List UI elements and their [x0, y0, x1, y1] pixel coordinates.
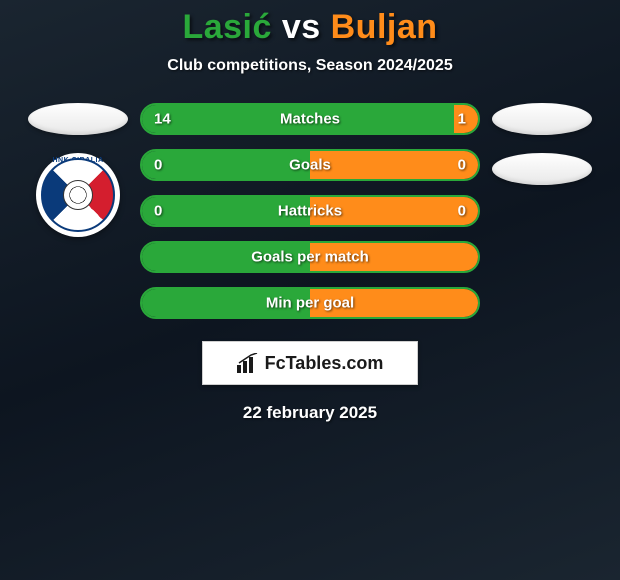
bar-value-right: 0	[458, 157, 466, 174]
title: Lasić vs Buljan	[0, 8, 620, 47]
bar-row: Goals per match	[140, 241, 480, 273]
right-side	[492, 103, 592, 185]
comparison-bars: Matches141Goals00Hattricks00Goals per ma…	[140, 103, 480, 319]
club-badge-graphic	[41, 158, 115, 232]
player1-club-badge: HNK CIBALIA	[36, 153, 120, 237]
bar-label: Hattricks	[142, 203, 478, 220]
player2-club-placeholder	[492, 153, 592, 185]
date: 22 february 2025	[0, 403, 620, 423]
bar-row: Goals0 0	[140, 149, 480, 181]
left-side: HNK CIBALIA	[28, 103, 128, 237]
subtitle: Club competitions, Season 2024/2025	[0, 57, 620, 75]
bar-value-left: 14	[154, 111, 171, 128]
bar-label: Matches	[142, 111, 478, 128]
main-area: HNK CIBALIA Matches141Goals00Hattricks00…	[0, 103, 620, 319]
bar-value-right: 0	[458, 203, 466, 220]
bar-row: Hattricks0 0	[140, 195, 480, 227]
source-logo-box: FcTables.com	[202, 341, 418, 385]
bar-value-right: 1	[458, 111, 466, 128]
bars-icon	[237, 353, 259, 373]
bar-row: Min per goal	[140, 287, 480, 319]
bar-label: Min per goal	[142, 295, 478, 312]
title-player1: Lasić	[182, 8, 271, 46]
bar-value-left: 0	[154, 203, 162, 220]
player2-placeholder	[492, 103, 592, 135]
title-player2: Buljan	[331, 8, 438, 46]
infographic-container: Lasić vs Buljan Club competitions, Seaso…	[0, 0, 620, 423]
player1-placeholder	[28, 103, 128, 135]
title-vs: vs	[272, 8, 331, 46]
bar-label: Goals per match	[142, 249, 478, 266]
bar-label: Goals	[142, 157, 478, 174]
bar-value-left: 0	[154, 157, 162, 174]
source-logo-text: FcTables.com	[265, 353, 384, 374]
bar-row: Matches14 1	[140, 103, 480, 135]
